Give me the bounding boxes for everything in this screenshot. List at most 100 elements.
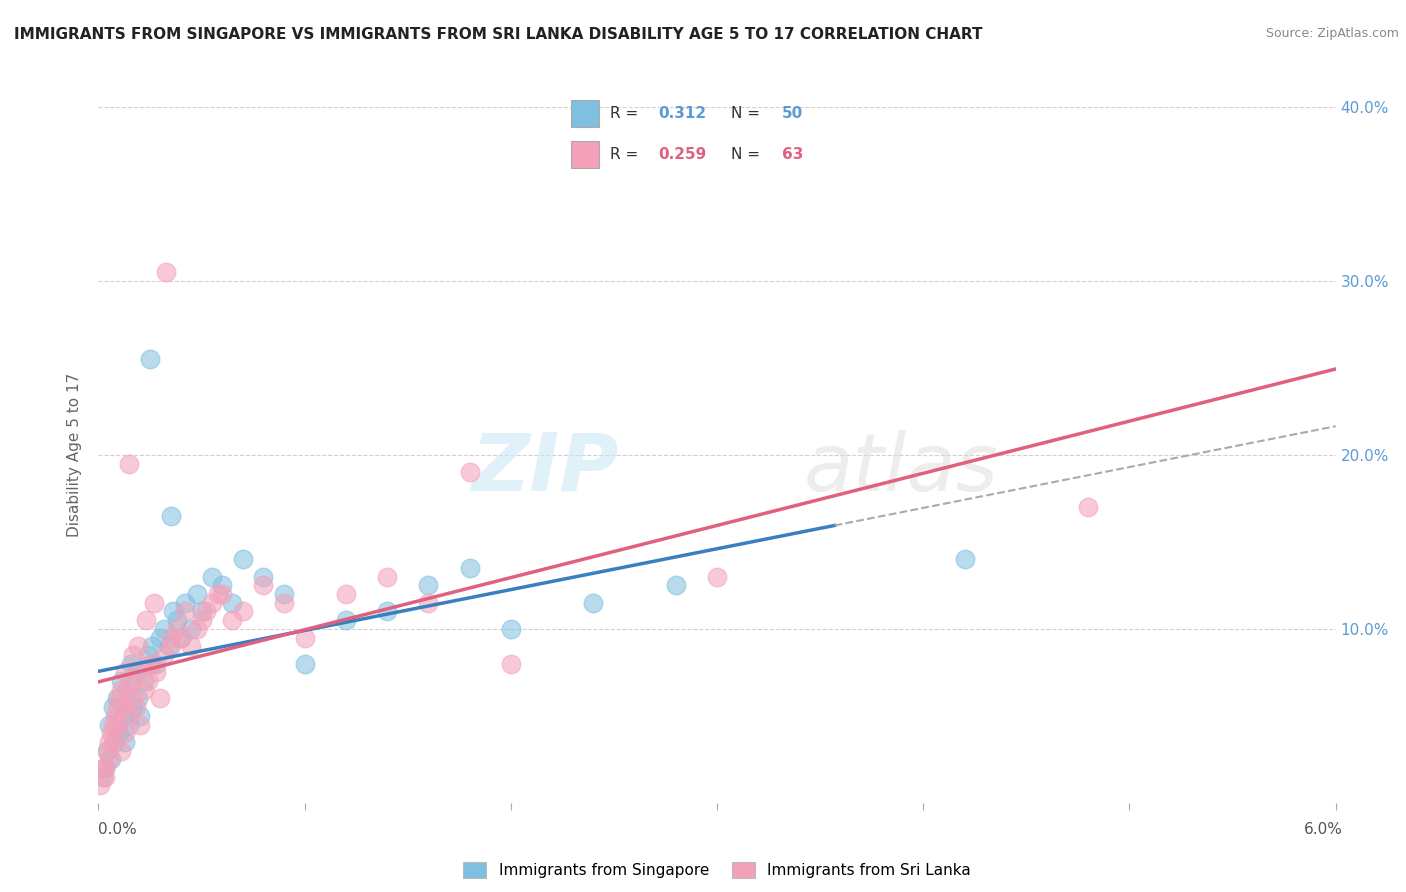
Point bbox=[252, 570, 274, 584]
Point bbox=[458, 561, 481, 575]
Point bbox=[186, 587, 208, 601]
Text: Source: ZipAtlas.com: Source: ZipAtlas.com bbox=[1265, 27, 1399, 40]
Point bbox=[141, 639, 163, 653]
Point bbox=[252, 578, 274, 592]
Point bbox=[335, 587, 357, 601]
Text: 63: 63 bbox=[782, 147, 803, 161]
Point bbox=[273, 587, 295, 601]
Point bbox=[122, 691, 145, 706]
Point bbox=[136, 674, 159, 689]
Point bbox=[124, 665, 146, 680]
Point bbox=[153, 648, 176, 662]
Point bbox=[499, 657, 522, 671]
Point bbox=[418, 596, 440, 610]
Point bbox=[91, 770, 114, 784]
Point bbox=[127, 665, 149, 680]
Point bbox=[120, 674, 142, 689]
Point bbox=[110, 682, 132, 697]
Point bbox=[159, 639, 181, 653]
Text: 50: 50 bbox=[782, 106, 803, 120]
Point bbox=[335, 613, 357, 627]
Point bbox=[104, 735, 127, 749]
Text: 0.312: 0.312 bbox=[658, 106, 706, 120]
Point bbox=[114, 735, 136, 749]
Point bbox=[294, 631, 316, 645]
Point bbox=[221, 596, 243, 610]
Point bbox=[458, 466, 481, 480]
Point bbox=[186, 622, 208, 636]
Y-axis label: Disability Age 5 to 17: Disability Age 5 to 17 bbox=[67, 373, 83, 537]
Point bbox=[124, 700, 146, 714]
Point bbox=[418, 578, 440, 592]
Point bbox=[159, 631, 181, 645]
Point bbox=[180, 622, 202, 636]
Point bbox=[139, 657, 162, 671]
Point bbox=[211, 578, 233, 592]
Point bbox=[128, 717, 150, 731]
Point bbox=[159, 508, 181, 523]
Text: atlas: atlas bbox=[804, 430, 998, 508]
Text: 0.259: 0.259 bbox=[658, 147, 706, 161]
Point bbox=[953, 552, 976, 566]
Point bbox=[114, 665, 136, 680]
Point bbox=[157, 639, 180, 653]
Point bbox=[118, 457, 141, 471]
Point bbox=[122, 648, 145, 662]
FancyBboxPatch shape bbox=[571, 141, 599, 168]
Point bbox=[141, 657, 163, 671]
Text: 0.0%: 0.0% bbox=[98, 822, 138, 837]
Point bbox=[101, 700, 124, 714]
Point bbox=[166, 622, 188, 636]
Point bbox=[273, 596, 295, 610]
Point bbox=[101, 717, 124, 731]
Point bbox=[105, 700, 128, 714]
Point bbox=[375, 605, 398, 619]
Legend: Immigrants from Singapore, Immigrants from Sri Lanka: Immigrants from Singapore, Immigrants fr… bbox=[456, 855, 979, 886]
Text: R =: R = bbox=[610, 106, 644, 120]
Point bbox=[201, 570, 224, 584]
Point bbox=[155, 265, 177, 279]
Point bbox=[110, 744, 132, 758]
Point bbox=[143, 596, 166, 610]
Text: N =: N = bbox=[731, 106, 765, 120]
Point bbox=[232, 552, 254, 566]
Text: ZIP: ZIP bbox=[471, 430, 619, 508]
Point bbox=[105, 691, 128, 706]
Point bbox=[114, 726, 136, 740]
Point bbox=[127, 691, 149, 706]
Point bbox=[132, 682, 155, 697]
Text: IMMIGRANTS FROM SINGAPORE VS IMMIGRANTS FROM SRI LANKA DISABILITY AGE 5 TO 17 CO: IMMIGRANTS FROM SINGAPORE VS IMMIGRANTS … bbox=[14, 27, 983, 42]
Point bbox=[162, 605, 184, 619]
FancyBboxPatch shape bbox=[571, 100, 599, 127]
Point bbox=[207, 587, 229, 601]
Point bbox=[104, 708, 127, 723]
Point bbox=[153, 622, 176, 636]
Text: 6.0%: 6.0% bbox=[1303, 822, 1343, 837]
Point bbox=[117, 682, 139, 697]
Point bbox=[93, 761, 115, 775]
Point bbox=[118, 708, 141, 723]
Point bbox=[149, 691, 172, 706]
Point bbox=[101, 735, 124, 749]
Point bbox=[145, 665, 167, 680]
Point bbox=[89, 778, 111, 792]
Point bbox=[100, 752, 122, 766]
Point bbox=[91, 761, 114, 775]
Point bbox=[149, 631, 172, 645]
Point bbox=[93, 770, 115, 784]
Point bbox=[221, 613, 243, 627]
Point bbox=[211, 587, 233, 601]
Text: N =: N = bbox=[731, 147, 765, 161]
Point bbox=[118, 717, 141, 731]
Point bbox=[166, 613, 188, 627]
Point bbox=[170, 631, 193, 645]
Point bbox=[499, 622, 522, 636]
Point bbox=[110, 674, 132, 689]
Point bbox=[194, 605, 217, 619]
Point bbox=[112, 708, 135, 723]
Point bbox=[108, 726, 131, 740]
Text: R =: R = bbox=[610, 147, 644, 161]
Point bbox=[174, 605, 197, 619]
Point bbox=[132, 674, 155, 689]
Point bbox=[127, 639, 149, 653]
